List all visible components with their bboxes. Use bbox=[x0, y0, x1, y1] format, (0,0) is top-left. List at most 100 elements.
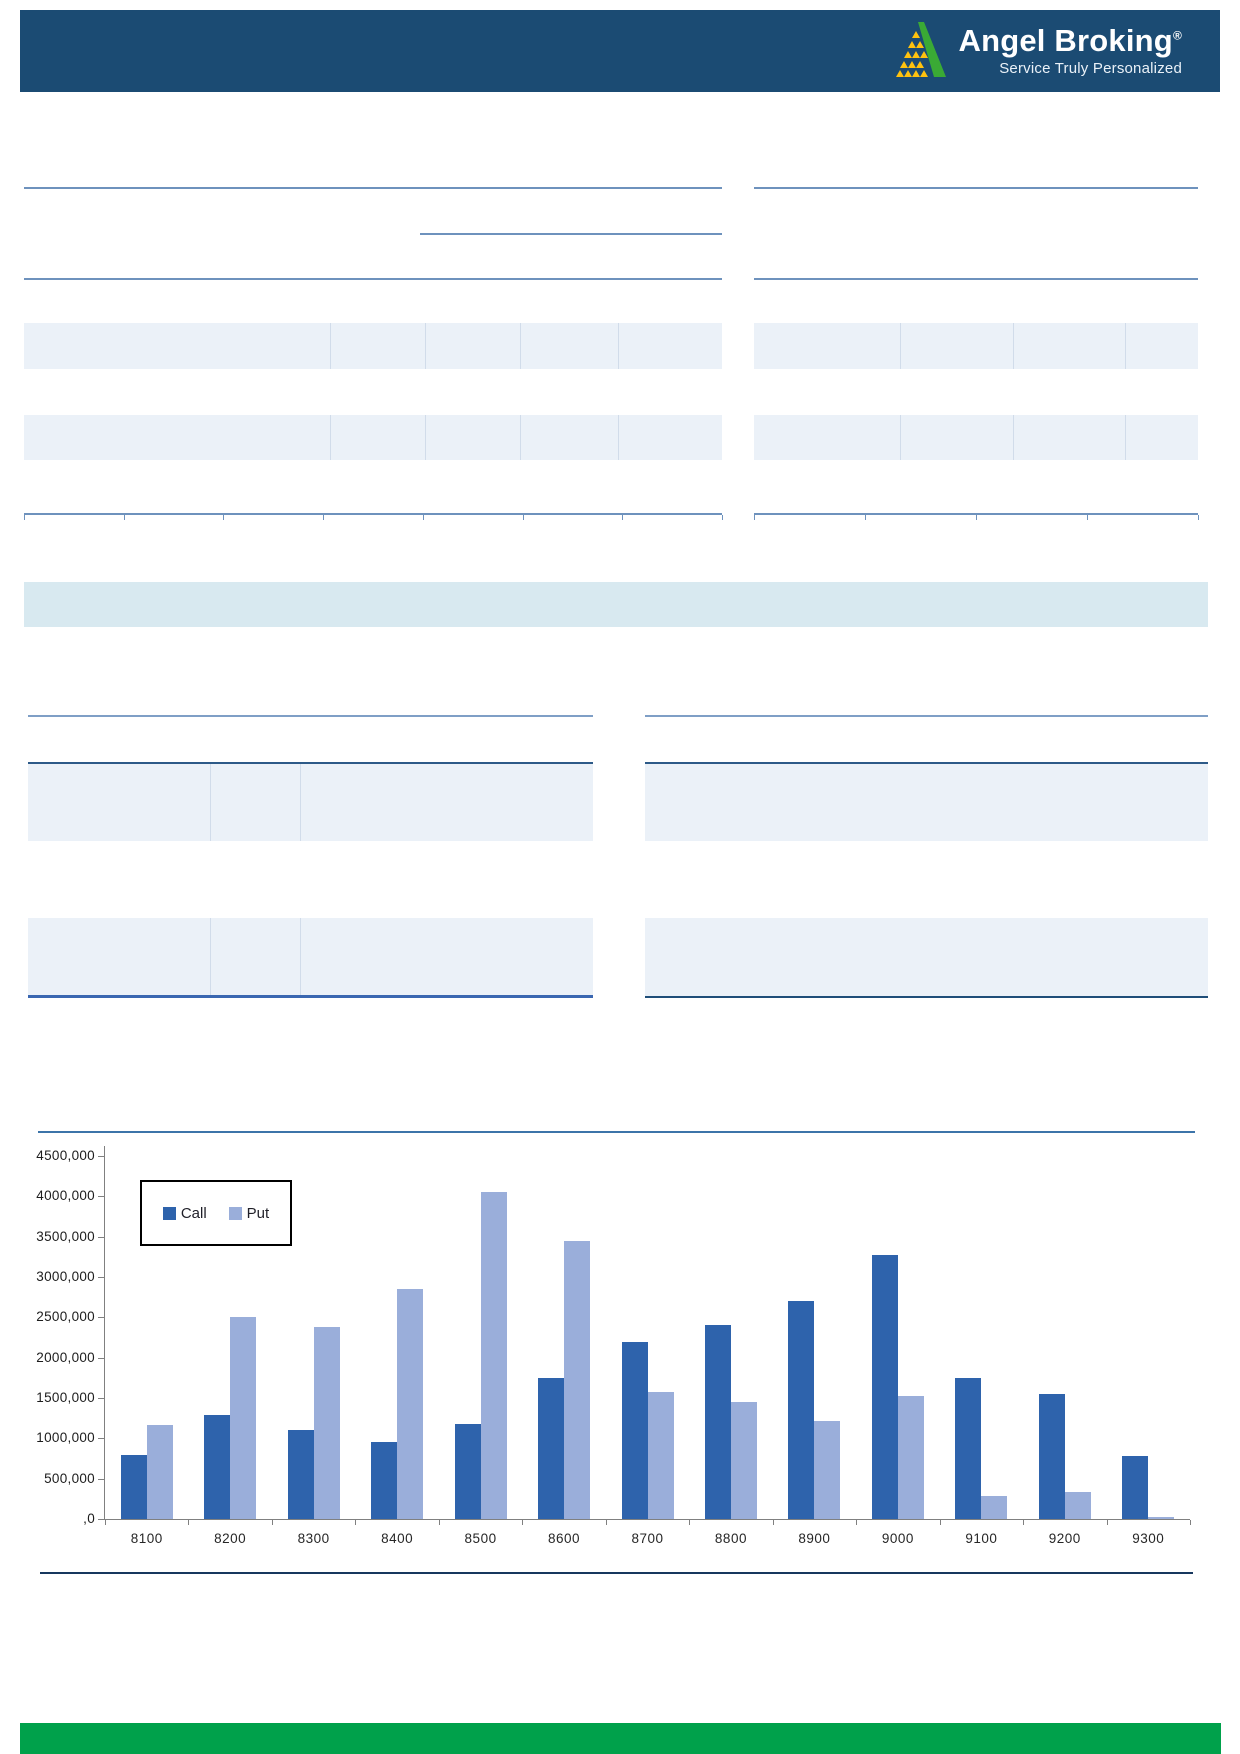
table-stripe bbox=[28, 764, 593, 841]
x-tick bbox=[856, 1520, 858, 1525]
x-tick bbox=[105, 1520, 106, 1525]
y-tick-label: 2000,000 bbox=[36, 1349, 95, 1365]
bar-call bbox=[788, 1301, 815, 1519]
table-header-rule bbox=[28, 762, 593, 764]
table-axis-tick bbox=[722, 515, 723, 520]
put-swatch-icon bbox=[228, 1206, 242, 1220]
x-tick bbox=[188, 1520, 190, 1525]
x-tick bbox=[355, 1520, 357, 1525]
table-axis-tick bbox=[622, 515, 624, 520]
table-stripe bbox=[645, 764, 1208, 841]
table-stripe bbox=[24, 415, 722, 460]
y-tick-label: 1000,000 bbox=[36, 1430, 95, 1446]
bar-put bbox=[397, 1289, 424, 1519]
x-tick bbox=[1190, 1520, 1191, 1525]
bar-call bbox=[704, 1325, 731, 1519]
y-tick-label: 3500,000 bbox=[36, 1228, 95, 1244]
bar-put bbox=[1148, 1517, 1175, 1519]
table-axis-tick bbox=[24, 515, 25, 520]
x-tick bbox=[1023, 1520, 1025, 1525]
bar-put bbox=[564, 1241, 591, 1519]
bar-put bbox=[730, 1402, 757, 1519]
y-tick bbox=[98, 1236, 104, 1238]
table-rule bbox=[754, 187, 1198, 189]
x-tick-label: 8200 bbox=[214, 1531, 247, 1546]
bar-call bbox=[287, 1430, 314, 1519]
table-axis-tick bbox=[223, 515, 225, 520]
x-tick-label: 8100 bbox=[130, 1531, 163, 1546]
y-tick bbox=[98, 1478, 104, 1480]
legend-item-put: Put bbox=[228, 1204, 270, 1222]
table-rule bbox=[754, 278, 1198, 280]
x-tick bbox=[689, 1520, 691, 1525]
table-header-rule bbox=[645, 762, 1208, 764]
chart-legend: Call Put bbox=[140, 1180, 292, 1246]
header-bar: Angel Broking® Service Truly Personalize… bbox=[20, 10, 1220, 92]
x-tick bbox=[271, 1520, 273, 1525]
legend-put-label: Put bbox=[246, 1204, 270, 1222]
bar-call bbox=[204, 1415, 231, 1519]
table-axis-tick bbox=[976, 515, 977, 520]
x-tick-label: 9300 bbox=[1132, 1531, 1165, 1546]
x-tick bbox=[772, 1520, 774, 1525]
y-tick bbox=[98, 1357, 104, 1359]
x-tick-label: 8300 bbox=[297, 1531, 330, 1546]
brand-tagline: Service Truly Personalized bbox=[999, 60, 1182, 78]
table-rule bbox=[24, 187, 722, 189]
table-axis-tick bbox=[865, 515, 866, 520]
table-axis-tick bbox=[323, 515, 325, 520]
chart-frame-line bbox=[38, 1131, 1195, 1133]
table-axis-tick bbox=[1087, 515, 1088, 520]
table-stripe bbox=[645, 918, 1208, 996]
y-tick-label: 4000,000 bbox=[36, 1188, 95, 1204]
x-tick-label: 9200 bbox=[1048, 1531, 1081, 1546]
y-tick bbox=[98, 1156, 104, 1157]
bar-call bbox=[454, 1424, 481, 1519]
y-tick bbox=[98, 1317, 104, 1319]
table-rule-short bbox=[420, 233, 722, 235]
bar-call bbox=[538, 1378, 565, 1519]
y-tick bbox=[98, 1196, 104, 1198]
bar-put bbox=[313, 1327, 340, 1519]
bar-put bbox=[897, 1396, 924, 1519]
bar-call bbox=[120, 1455, 147, 1519]
y-tick bbox=[98, 1519, 104, 1520]
bar-call bbox=[955, 1378, 982, 1519]
y-tick bbox=[98, 1398, 104, 1399]
x-tick-label: 9100 bbox=[965, 1531, 998, 1546]
table-rule bbox=[28, 715, 593, 717]
table-axis-rule bbox=[754, 513, 1198, 515]
y-tick-label: 2500,000 bbox=[36, 1309, 95, 1325]
footer-bar bbox=[20, 1723, 1221, 1754]
x-tick bbox=[438, 1520, 440, 1525]
x-tick bbox=[605, 1520, 607, 1525]
bar-put bbox=[981, 1496, 1008, 1519]
bar-call bbox=[371, 1442, 398, 1519]
call-swatch-icon bbox=[162, 1206, 176, 1220]
table-rule bbox=[24, 278, 722, 280]
y-tick bbox=[98, 1277, 104, 1278]
table-axis-tick bbox=[754, 515, 755, 520]
bar-put bbox=[230, 1317, 257, 1519]
table-axis-tick bbox=[1198, 515, 1199, 520]
x-tick bbox=[939, 1520, 941, 1525]
table-axis-tick bbox=[522, 515, 524, 520]
chart-frame-line bbox=[40, 1572, 1193, 1574]
table-axis-rule bbox=[24, 513, 722, 515]
registered-mark: ® bbox=[1172, 28, 1182, 43]
bar-put bbox=[1064, 1492, 1091, 1519]
x-tick bbox=[1106, 1520, 1108, 1525]
y-axis bbox=[104, 1146, 105, 1520]
bar-call bbox=[621, 1342, 648, 1519]
x-tick-label: 8700 bbox=[631, 1531, 664, 1546]
table-stripe bbox=[754, 415, 1198, 460]
table-stripe bbox=[24, 323, 722, 369]
bar-put bbox=[480, 1192, 507, 1519]
x-axis bbox=[104, 1519, 1190, 1520]
bar-put bbox=[814, 1421, 841, 1519]
y-tick-label: 3000,000 bbox=[36, 1269, 95, 1284]
y-tick bbox=[98, 1438, 104, 1440]
brand-wordmark: Angel Broking® bbox=[958, 22, 1182, 58]
legend-call-label: Call bbox=[180, 1204, 207, 1222]
